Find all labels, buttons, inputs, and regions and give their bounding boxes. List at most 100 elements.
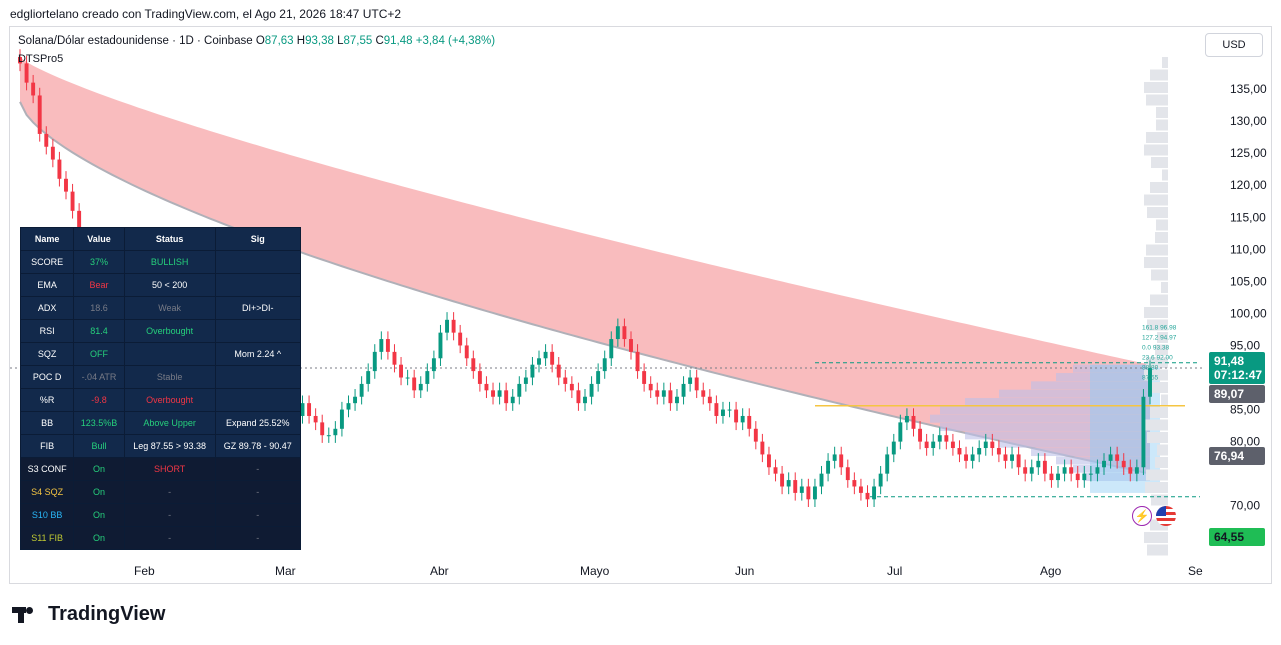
side-histogram-bar (1144, 82, 1168, 93)
row-status: Leg 87.55 > 93.38 (123, 434, 216, 458)
candle-body (970, 454, 975, 461)
candle-body (1056, 473, 1060, 481)
table-body: SCORE 37% BULLISH EMA Bear 50 < 200 ADX 18.6 Wea… (19, 250, 302, 550)
row-sig: - (214, 503, 302, 527)
candle-body (793, 480, 798, 493)
candle-body (359, 383, 364, 397)
candle-body (425, 371, 430, 384)
volume-profile-bar (1056, 456, 1150, 465)
volume-profile-bar (965, 398, 1150, 407)
table-row: S4 SQZ On - - (19, 480, 302, 504)
candle-body (31, 82, 36, 96)
side-histogram-bar (1155, 344, 1168, 356)
y-tick-label: 105,00 (1230, 274, 1267, 288)
event-icons: ⚡ (1132, 506, 1176, 526)
candle-body (661, 390, 666, 397)
volume-profile-bar (1031, 448, 1150, 457)
volume-profile-bar (965, 431, 1150, 440)
candle-body (865, 492, 870, 500)
y-tick-label: 120,00 (1230, 178, 1267, 192)
volume-profile-bar (999, 439, 1150, 448)
candle-body (885, 454, 890, 474)
row-name: EMA (19, 273, 75, 297)
candle-body (990, 441, 995, 449)
candle-body (517, 383, 522, 397)
row-status: 50 < 200 (123, 273, 216, 297)
candle-body (629, 339, 633, 352)
fib-label: 88.80 (1142, 364, 1159, 371)
candle-body (786, 480, 791, 487)
row-sig: Expand 25.52% (214, 411, 302, 435)
lightning-icon[interactable]: ⚡ (1132, 506, 1152, 526)
volume-profile-bar (1073, 464, 1150, 473)
candle-body (1108, 454, 1113, 461)
candle-body (1003, 454, 1008, 461)
side-histogram-bar (1151, 269, 1168, 281)
side-histogram-bar (1150, 182, 1168, 193)
side-histogram-bar (1155, 232, 1168, 243)
side-histogram-bar (1146, 469, 1168, 481)
us-flag-icon[interactable] (1156, 506, 1176, 526)
price-chart[interactable]: 161.8 96.98 127.2 94.97 0.0 93.38 23.6 92.0… (10, 27, 1272, 584)
candle-body (550, 351, 555, 365)
side-histogram-bar (1144, 194, 1168, 206)
table-row: EMA Bear 50 < 200 (19, 273, 302, 297)
row-sig: - (214, 480, 302, 504)
candle-body (1148, 368, 1152, 397)
row-value: On (73, 526, 125, 550)
side-histogram-bar (1156, 219, 1168, 231)
candle-body (1082, 473, 1087, 481)
candle-body (313, 415, 318, 423)
row-sig: Mom 2.24 ^ (214, 342, 302, 366)
candle-body (1062, 467, 1067, 474)
candle-body (353, 396, 358, 404)
currency-selector[interactable]: USD (1205, 33, 1263, 57)
open-label: O (255, 35, 265, 47)
candle-body (24, 63, 29, 83)
candle-body (431, 358, 436, 372)
candle-body (1016, 454, 1021, 468)
low-value: 87,55 (343, 35, 373, 47)
row-status: - (123, 480, 216, 504)
candle-body (773, 467, 778, 474)
candle-body (556, 364, 561, 378)
candle-body (642, 371, 647, 384)
candle-body (451, 319, 456, 333)
row-status: Overbought (123, 319, 216, 343)
row-value: 37% (73, 250, 125, 274)
side-histogram-bar (1162, 169, 1168, 181)
candle-body (412, 377, 417, 391)
x-tick-label: Jul (887, 564, 902, 578)
side-histogram-bar (1146, 244, 1168, 256)
table-row: %R -9.8 Overbought (19, 388, 302, 412)
fib-label: 0.0 93.38 (1142, 344, 1169, 351)
close-value: 91,48 (383, 35, 413, 47)
candle-body (1069, 467, 1074, 474)
candle-body (405, 377, 410, 379)
row-status: Stable (123, 365, 216, 389)
row-name: BB (19, 411, 75, 435)
row-status: SHORT (123, 457, 216, 481)
candle-body (399, 364, 404, 378)
row-value: On (73, 457, 125, 481)
indicator-name[interactable]: DTSPro5 (18, 53, 64, 65)
row-status: - (123, 526, 216, 550)
indicator-table: Name Value Status Sig SCORE 37% BULLISH EMA… (19, 227, 302, 550)
row-sig: - (214, 457, 302, 481)
volume-profile-bar (1056, 373, 1150, 382)
candle-body (734, 409, 739, 423)
chart-area[interactable]: 161.8 96.98 127.2 94.97 0.0 93.38 23.6 92.0… (9, 26, 1272, 584)
candle-body (379, 339, 384, 352)
row-sig: - (214, 526, 302, 550)
volume-profile-bar (1073, 364, 1150, 373)
y-tick-label: 95,00 (1230, 338, 1260, 352)
row-name: S3 CONF (19, 457, 75, 481)
row-name: FIB (19, 434, 75, 458)
candle-body (326, 435, 331, 437)
header-value: Value (73, 227, 125, 251)
candle-body (806, 486, 811, 500)
row-value: 81.4 (73, 319, 125, 343)
table-row: POC D -.04 ATR Stable (19, 365, 302, 389)
candle-body (944, 435, 949, 442)
row-sig: GZ 89.78 - 90.47 (214, 434, 302, 458)
